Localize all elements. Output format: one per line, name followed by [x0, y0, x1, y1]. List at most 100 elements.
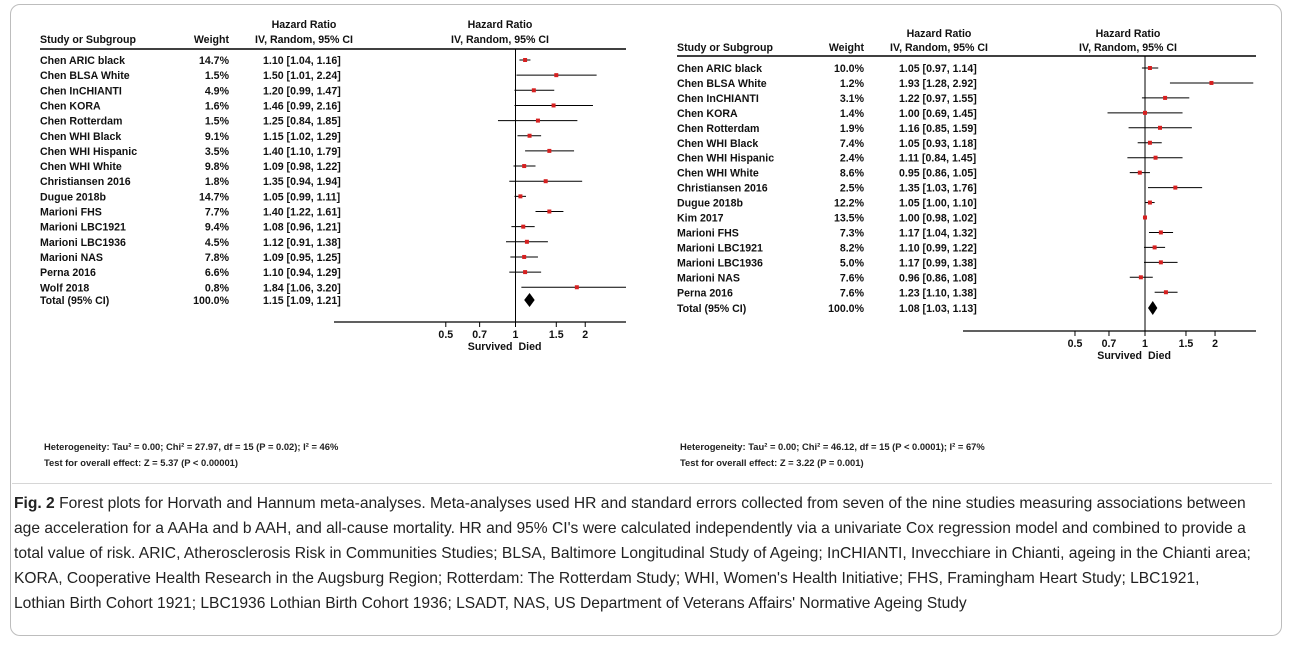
x-tick-label: 0.7 — [472, 329, 487, 341]
x-tick-label: 2 — [582, 329, 588, 341]
x-tick-label: 1.5 — [1179, 338, 1194, 350]
weight-value: 7.7% — [205, 207, 230, 219]
study-label: Chen KORA — [677, 108, 738, 120]
overall-effect-text-b: Test for overall effect: Z = 3.22 (P = 0… — [680, 457, 864, 468]
hr-ci-text: 1.10 [1.04, 1.16] — [263, 55, 341, 67]
caption-label: Fig. 2 — [14, 495, 55, 512]
weight-value: 12.2% — [834, 198, 865, 210]
weight-value: 1.2% — [840, 78, 865, 90]
point-estimate — [521, 224, 526, 229]
point-estimate — [1158, 260, 1163, 265]
header-weight: Weight — [829, 42, 865, 54]
header-plot-bottom: IV, Random, 95% CI — [1079, 42, 1177, 54]
point-estimate — [1163, 95, 1168, 100]
weight-value: 2.5% — [840, 183, 865, 195]
weight-value: 14.7% — [199, 191, 230, 203]
study-label: Wolf 2018 — [40, 282, 89, 294]
x-tick-label: 1.5 — [549, 329, 564, 341]
hr-ci-text: 0.95 [0.86, 1.05] — [899, 168, 977, 180]
weight-value: 1.6% — [205, 100, 230, 112]
weight-value: 7.4% — [840, 138, 865, 150]
study-label: Chen Rotterdam — [677, 123, 759, 135]
study-label: Chen InCHIANTI — [40, 85, 122, 97]
weight-value: 7.6% — [840, 272, 865, 284]
x-tick-label: 1 — [1142, 338, 1148, 350]
hr-ci-text: 1.16 [0.85, 1.59] — [899, 123, 977, 135]
weight-value: 7.8% — [205, 252, 230, 264]
hr-ci-text: 1.40 [1.22, 1.61] — [263, 207, 341, 219]
hr-ci-text: 0.96 [0.86, 1.08] — [899, 272, 977, 284]
header-study: Study or Subgroup — [40, 34, 136, 46]
hr-ci-text: 1.05 [0.97, 1.14] — [899, 63, 977, 75]
weight-value: 2.4% — [840, 153, 865, 165]
study-label: Marioni LBC1936 — [677, 257, 763, 269]
weight-value: 1.5% — [205, 70, 230, 82]
weight-value: 4.9% — [205, 85, 230, 97]
study-label: Marioni NAS — [40, 252, 103, 264]
study-label: Chen ARIC black — [677, 63, 762, 75]
point-estimate — [1163, 290, 1168, 295]
weight-value: 0.8% — [205, 282, 230, 294]
x-tick-label: 2 — [1212, 338, 1218, 350]
hr-ci-text: 1.15 [1.02, 1.29] — [263, 131, 341, 143]
weight-value: 7.6% — [840, 287, 865, 299]
study-label: Chen BLSA White — [40, 70, 130, 82]
x-tick-label: 0.7 — [1102, 338, 1117, 350]
point-estimate — [1173, 185, 1178, 190]
hr-ci-text: 1.40 [1.10, 1.79] — [263, 146, 341, 158]
point-estimate — [523, 270, 528, 275]
hr-ci-text: 1.93 [1.28, 2.92] — [899, 78, 977, 90]
point-estimate — [547, 209, 552, 214]
weight-value: 3.1% — [840, 93, 865, 105]
caption-text: Forest plots for Horvath and Hannum meta… — [14, 495, 1251, 612]
heterogeneity-text-b: Heterogeneity: Tau² = 0.00; Chi² = 46.12… — [680, 441, 985, 452]
header-hr-bottom: IV, Random, 95% CI — [255, 34, 353, 46]
total-label: Total (95% CI) — [40, 295, 109, 307]
hr-ci-text: 1.35 [1.03, 1.76] — [899, 183, 977, 195]
hr-ci-text: 1.09 [0.98, 1.22] — [263, 161, 341, 173]
study-label: Dugue 2018b — [40, 191, 106, 203]
study-label: Chen BLSA White — [677, 78, 767, 90]
header-plot-top: Hazard Ratio — [1096, 28, 1161, 40]
study-label: Chen WHI White — [677, 168, 759, 180]
hr-ci-text: 1.11 [0.84, 1.45] — [899, 153, 976, 165]
weight-value: 13.5% — [834, 213, 865, 225]
point-estimate — [551, 103, 556, 108]
axis-left-label: Survived — [468, 341, 513, 353]
axis-right-label: Died — [1148, 350, 1171, 362]
total-hr-ci-text: 1.08 [1.03, 1.13] — [899, 303, 977, 315]
hr-ci-text: 1.00 [0.98, 1.02] — [899, 213, 977, 225]
point-estimate — [522, 164, 527, 169]
total-label: Total (95% CI) — [677, 303, 746, 315]
study-label: Perna 2016 — [40, 267, 96, 279]
overall-effect-text-a: Test for overall effect: Z = 5.37 (P < 0… — [44, 457, 239, 468]
hr-ci-text: 1.23 [1.10, 1.38] — [899, 287, 977, 299]
point-estimate — [1158, 125, 1163, 130]
point-estimate — [1147, 200, 1152, 205]
header-plot-bottom: IV, Random, 95% CI — [451, 34, 549, 46]
point-estimate — [543, 179, 548, 184]
weight-value: 7.3% — [840, 227, 865, 239]
point-estimate — [1143, 215, 1148, 220]
study-label: Marioni FHS — [40, 207, 102, 219]
weight-value: 1.4% — [840, 108, 865, 120]
study-label: Marioni LBC1936 — [40, 237, 126, 249]
hr-ci-text: 1.12 [0.91, 1.38] — [263, 237, 341, 249]
header-weight: Weight — [194, 34, 230, 46]
hr-ci-text: 1.25 [0.84, 1.85] — [263, 116, 341, 128]
study-label: Chen WHI Black — [40, 131, 121, 143]
study-label: Marioni NAS — [677, 272, 740, 284]
point-estimate — [1147, 66, 1152, 70]
study-label: Chen Rotterdam — [40, 116, 122, 128]
total-weight: 100.0% — [193, 295, 230, 307]
point-estimate — [524, 239, 529, 244]
study-label: Kim 2017 — [677, 213, 724, 225]
study-label: Chen WHI Hispanic — [40, 146, 137, 158]
pooled-diamond — [524, 293, 535, 307]
hr-ci-text: 1.35 [0.94, 1.94] — [263, 176, 341, 188]
forest-plot-a: Hazard Ratio Hazard Ratio Study or Subgrou… — [14, 8, 644, 468]
study-label: Chen WHI Hispanic — [677, 153, 774, 165]
header-study: Study or Subgroup — [677, 42, 773, 54]
weight-value: 10.0% — [834, 63, 865, 75]
hr-ci-text: 1.22 [0.97, 1.55] — [899, 93, 977, 105]
